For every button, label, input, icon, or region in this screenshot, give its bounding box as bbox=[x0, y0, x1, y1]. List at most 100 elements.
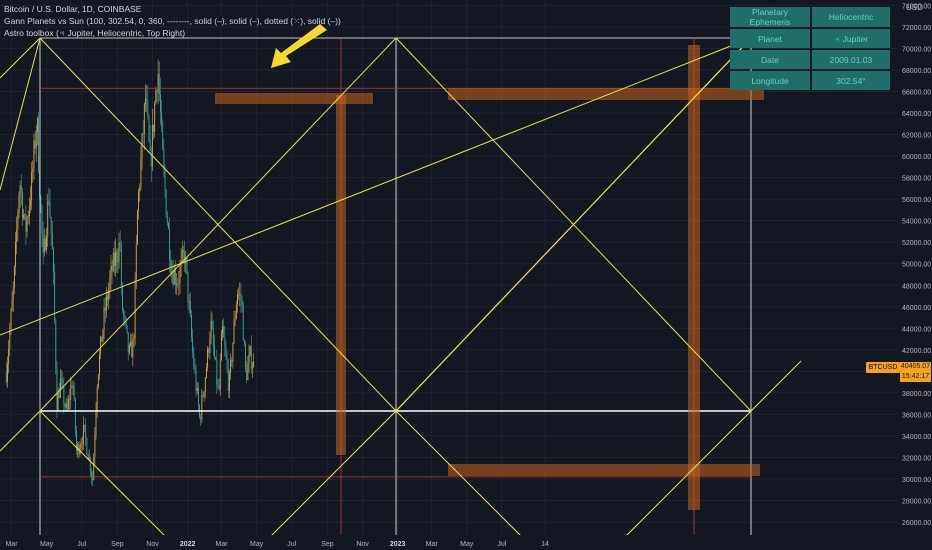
candle-body bbox=[189, 301, 191, 316]
candle-body bbox=[53, 249, 54, 272]
symbol-title[interactable]: Bitcoin / U.S. Dollar, 1D, COINBASE bbox=[4, 4, 142, 14]
candle-body bbox=[135, 244, 137, 279]
candle-body bbox=[225, 346, 227, 358]
candle-body bbox=[54, 271, 56, 321]
candle-body bbox=[201, 395, 203, 420]
candle-body bbox=[123, 310, 125, 316]
candle-body bbox=[214, 345, 215, 358]
candle-body bbox=[157, 74, 159, 91]
candle-body bbox=[118, 242, 120, 262]
candle-body bbox=[197, 387, 199, 406]
candle-body bbox=[63, 384, 65, 405]
candle-body bbox=[80, 443, 82, 448]
x-tick-label: Sep bbox=[111, 541, 124, 548]
candle-body bbox=[128, 345, 130, 353]
y-tick-label: 74000.00 bbox=[902, 3, 931, 10]
candle-body bbox=[245, 343, 246, 370]
candle-body bbox=[147, 99, 149, 117]
candle-body bbox=[102, 329, 104, 343]
gann-indicator-label[interactable]: Gann Planets vs Sun (100, 302.54, 0, 360… bbox=[4, 16, 341, 26]
candle-body bbox=[113, 252, 115, 266]
planet-value: ♃ Jupiter bbox=[812, 29, 890, 48]
candle-body bbox=[168, 223, 169, 229]
candle-body bbox=[95, 410, 97, 435]
currency-label: USD bbox=[906, 3, 923, 12]
y-tick-label: 30000.00 bbox=[902, 477, 931, 484]
longitude-value: 302.54° bbox=[812, 71, 890, 90]
candle-body bbox=[140, 158, 142, 187]
candle-body bbox=[163, 149, 165, 171]
candle-body bbox=[243, 340, 245, 344]
candle-body bbox=[23, 214, 25, 218]
candle-body bbox=[73, 386, 75, 400]
candle-body bbox=[178, 282, 180, 285]
candle-body bbox=[241, 300, 243, 305]
candle-body bbox=[81, 443, 83, 445]
candle-body bbox=[219, 360, 221, 390]
candle-body bbox=[28, 205, 30, 216]
candle-body bbox=[101, 336, 103, 343]
candle-body bbox=[188, 301, 190, 303]
candle-body bbox=[32, 168, 34, 172]
candle-body bbox=[36, 118, 38, 132]
x-tick-label: Jul bbox=[287, 541, 296, 548]
candle-body bbox=[62, 379, 64, 385]
x-tick-label: Mar bbox=[5, 541, 18, 548]
candle-body bbox=[93, 456, 95, 480]
candle-body bbox=[19, 185, 21, 194]
y-tick-label: 50000.00 bbox=[902, 262, 931, 269]
last-price-value: 40405.07 bbox=[900, 363, 931, 370]
candle-body bbox=[184, 252, 186, 263]
candle-body bbox=[27, 215, 29, 218]
orange-band bbox=[448, 88, 764, 100]
candle-body bbox=[193, 352, 195, 368]
candle-body bbox=[142, 133, 144, 135]
candle-body bbox=[64, 404, 66, 408]
candle-body bbox=[138, 191, 140, 211]
astro-indicator-label[interactable]: Astro toolbox (♃ Jupiter, Heliocentric, … bbox=[4, 28, 186, 38]
price-axis-bg bbox=[898, 0, 932, 550]
astro-info-table: Planetary Ephemeris Heliocentric Planet … bbox=[728, 5, 892, 92]
candle-body bbox=[191, 315, 192, 338]
y-tick-label: 60000.00 bbox=[902, 154, 931, 161]
price-axis[interactable]: 26000.00 28000.00 30000.00 32000.00 34000.00… bbox=[898, 0, 932, 550]
candle-body bbox=[13, 266, 15, 288]
candle-body bbox=[100, 336, 102, 355]
x-tick-label: 2023 bbox=[390, 541, 406, 548]
candle-body bbox=[165, 189, 167, 217]
candle-body bbox=[25, 214, 27, 232]
candle-body bbox=[38, 118, 39, 172]
candle-body bbox=[210, 320, 212, 339]
candle-body bbox=[231, 359, 233, 363]
symbol-price-tag: BTCUSD bbox=[866, 362, 900, 373]
arrow-shape bbox=[271, 24, 327, 68]
last-price-tag: 40405.07 15:42:17 bbox=[900, 362, 931, 382]
x-tick-label: Jul bbox=[77, 541, 86, 548]
candle-body bbox=[156, 90, 158, 92]
x-tick-label: 14 bbox=[541, 541, 549, 548]
candle-body bbox=[26, 217, 28, 232]
candle-body bbox=[154, 103, 156, 132]
candle-body bbox=[228, 372, 230, 391]
y-tick-label: 56000.00 bbox=[902, 197, 931, 204]
x-tick-label: Nov bbox=[146, 541, 159, 548]
candle-body bbox=[72, 386, 74, 388]
date-key: Date bbox=[730, 50, 810, 69]
time-axis[interactable]: Mar May Jul Sep Nov 2022 Mar May Jul Sep Nov 2023 Ma… bbox=[0, 535, 932, 550]
gann-angle-line bbox=[0, 410, 41, 452]
candle-body bbox=[207, 349, 209, 368]
candle-body bbox=[61, 378, 62, 380]
x-tick-label: Mar bbox=[216, 541, 229, 548]
candle-body bbox=[177, 284, 179, 286]
gann-angle-line bbox=[39, 410, 180, 550]
gann-overlay bbox=[0, 37, 802, 550]
candle-body bbox=[248, 354, 250, 365]
candle-body bbox=[246, 369, 248, 381]
candle-body bbox=[56, 368, 58, 412]
candle-body bbox=[203, 391, 205, 397]
candle-body bbox=[222, 326, 223, 334]
candle-body bbox=[133, 337, 135, 339]
candle-body bbox=[90, 471, 92, 477]
gann-angle-line bbox=[395, 410, 536, 550]
